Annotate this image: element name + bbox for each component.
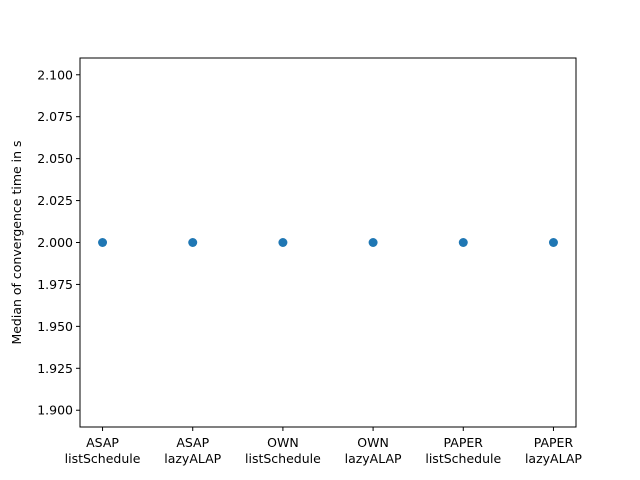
y-tick-label: 2.075 — [37, 109, 73, 124]
x-tick-label: OWN lazyALAP — [345, 435, 402, 466]
x-tick-label-line: lazyALAP — [525, 451, 582, 466]
y-tick-label: 1.950 — [37, 319, 73, 334]
x-tick-label-line: listSchedule — [245, 451, 321, 466]
plot-frame — [79, 57, 577, 428]
x-tick-label: OWN listSchedule — [245, 435, 321, 466]
x-tick-label-line: listSchedule — [425, 451, 501, 466]
y-tick-label: 1.925 — [37, 361, 73, 376]
data-point — [188, 238, 198, 247]
x-tick-label: PAPER listSchedule — [425, 435, 501, 466]
data-point — [458, 238, 468, 247]
data-point — [98, 238, 108, 247]
x-tick-label-line: listSchedule — [65, 451, 141, 466]
y-tick-label: 2.100 — [37, 67, 73, 82]
x-tick-label-line: ASAP — [86, 435, 119, 450]
x-tick-label-line: lazyALAP — [164, 451, 221, 466]
y-tick-label: 1.975 — [37, 277, 73, 292]
x-tick-label-line: OWN — [357, 435, 389, 450]
x-tick-label: PAPER lazyALAP — [525, 435, 582, 466]
x-tick-label-line: OWN — [267, 435, 299, 450]
y-axis: 1.900 1.925 1.950 1.975 2.000 2.025 2.050 2.075… — [37, 67, 80, 418]
data-points — [98, 238, 558, 247]
y-tick-label: 2.050 — [37, 151, 73, 166]
x-tick-label-line: PAPER — [444, 435, 484, 450]
y-tick-label: 1.900 — [37, 403, 73, 418]
data-point — [368, 238, 378, 247]
x-tick-label-line: lazyALAP — [345, 451, 402, 466]
x-tick-label: ASAP lazyALAP — [164, 435, 221, 466]
data-point — [548, 238, 558, 247]
x-tick-label: ASAP listSchedule — [65, 435, 141, 466]
y-tick-label: 2.025 — [37, 193, 73, 208]
data-point — [278, 238, 288, 247]
y-axis-title: Median of convergence time in s — [9, 140, 24, 344]
y-tick-label: 2.000 — [37, 235, 73, 250]
x-tick-label-line: ASAP — [176, 435, 209, 450]
x-tick-label-line: PAPER — [534, 435, 574, 450]
